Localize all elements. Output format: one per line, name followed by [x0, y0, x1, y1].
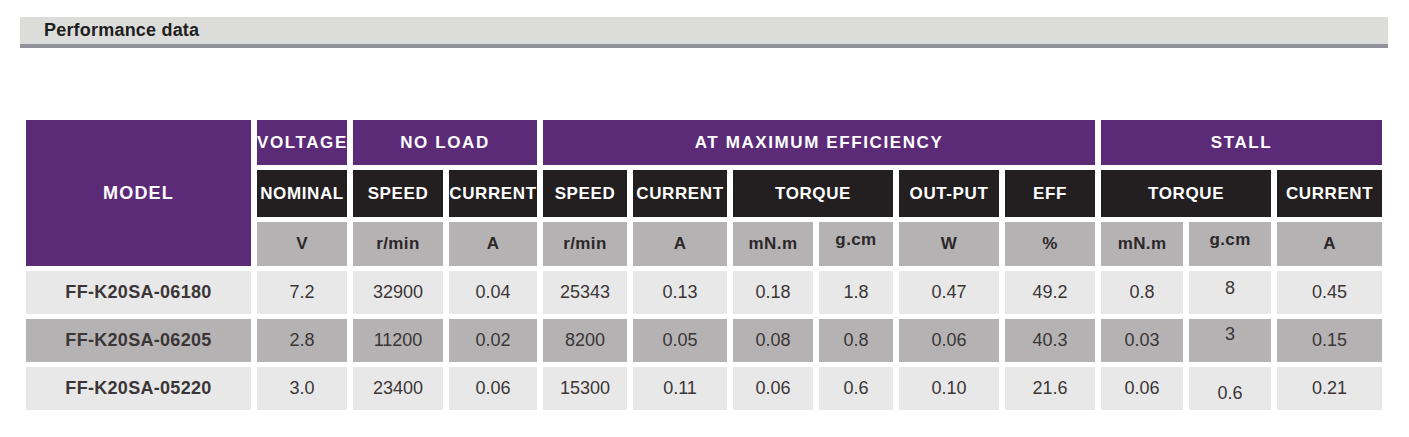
data-cell: 0.05 — [633, 319, 727, 362]
data-value: 3 — [1225, 324, 1235, 345]
data-cell: 0.15 — [1277, 319, 1382, 362]
data-cell: 15300 — [543, 367, 627, 410]
unit-cell: g.cm — [1189, 222, 1271, 266]
performance-table: MODEL VOLTAGE NO LOAD AT MAXIMUM EFFICIE… — [20, 115, 1388, 415]
data-cell: 32900 — [353, 271, 443, 314]
data-cell: 0.6 — [819, 367, 893, 410]
data-cell: 25343 — [543, 271, 627, 314]
unit-cell: mN.m — [1101, 222, 1183, 266]
data-cell: 40.3 — [1005, 319, 1095, 362]
unit-cell: r/min — [543, 222, 627, 266]
data-cell: 0.02 — [449, 319, 537, 362]
data-cell: 0.03 — [1101, 319, 1183, 362]
data-cell: 0.18 — [733, 271, 813, 314]
data-cell: 2.8 — [257, 319, 347, 362]
unit-cell: A — [449, 222, 537, 266]
unit-label: g.cm — [1209, 230, 1250, 250]
data-cell: 23400 — [353, 367, 443, 410]
data-cell: 0.11 — [633, 367, 727, 410]
subheader-current-no-load: CURRENT — [449, 170, 537, 217]
section-header-band: Performance data — [20, 17, 1388, 48]
data-cell: 0.13 — [633, 271, 727, 314]
data-cell: 11200 — [353, 319, 443, 362]
subheader-current-stall: CURRENT — [1277, 170, 1382, 217]
unit-cell: mN.m — [733, 222, 813, 266]
data-cell: 0.47 — [899, 271, 999, 314]
data-cell: 0.06 — [733, 367, 813, 410]
subheader-torque-max-eff: TORQUE — [733, 170, 893, 217]
subheader-nominal: NOMINAL — [257, 170, 347, 217]
unit-cell: % — [1005, 222, 1095, 266]
data-cell: 8 — [1189, 271, 1271, 314]
data-cell: 0.45 — [1277, 271, 1382, 314]
subheader-output: OUT-PUT — [899, 170, 999, 217]
data-cell: 1.8 — [819, 271, 893, 314]
table-row: FF-K20SA-06205 2.8 11200 0.02 8200 0.05 … — [26, 319, 1382, 362]
data-cell: 0.06 — [449, 367, 537, 410]
subheader-speed-max-eff: SPEED — [543, 170, 627, 217]
data-cell: 0.21 — [1277, 367, 1382, 410]
col-group-at-maximum-efficiency: AT MAXIMUM EFFICIENCY — [543, 120, 1095, 165]
model-cell: FF-K20SA-05220 — [26, 367, 251, 410]
subheader-current-max-eff: CURRENT — [633, 170, 727, 217]
data-cell: 0.04 — [449, 271, 537, 314]
unit-cell: g.cm — [819, 222, 893, 266]
unit-cell: V — [257, 222, 347, 266]
unit-cell: A — [1277, 222, 1382, 266]
data-cell: 0.10 — [899, 367, 999, 410]
subheader-torque-stall: TORQUE — [1101, 170, 1271, 217]
model-cell: FF-K20SA-06205 — [26, 319, 251, 362]
data-cell: 0.8 — [819, 319, 893, 362]
unit-label: g.cm — [835, 230, 876, 250]
data-cell: 7.2 — [257, 271, 347, 314]
data-cell: 3.0 — [257, 367, 347, 410]
model-cell: FF-K20SA-06180 — [26, 271, 251, 314]
col-group-stall: STALL — [1101, 120, 1382, 165]
header-group-row: MODEL VOLTAGE NO LOAD AT MAXIMUM EFFICIE… — [26, 120, 1382, 165]
model-header-cell: MODEL — [26, 120, 251, 266]
table-row: FF-K20SA-06180 7.2 32900 0.04 25343 0.13… — [26, 271, 1382, 314]
col-group-voltage: VOLTAGE — [257, 120, 347, 165]
data-cell: 8200 — [543, 319, 627, 362]
section-title: Performance data — [44, 20, 199, 41]
col-group-no-load: NO LOAD — [353, 120, 537, 165]
unit-cell: A — [633, 222, 727, 266]
data-cell: 0.06 — [1101, 367, 1183, 410]
data-cell: 21.6 — [1005, 367, 1095, 410]
unit-cell: W — [899, 222, 999, 266]
data-cell: 0.8 — [1101, 271, 1183, 314]
data-cell: 0.6 — [1189, 367, 1271, 410]
data-cell: 0.08 — [733, 319, 813, 362]
data-cell: 49.2 — [1005, 271, 1095, 314]
data-cell: 3 — [1189, 319, 1271, 362]
data-value: 0.6 — [1218, 383, 1243, 404]
data-value: 8 — [1225, 278, 1235, 299]
subheader-eff: EFF — [1005, 170, 1095, 217]
table-row: FF-K20SA-05220 3.0 23400 0.06 15300 0.11… — [26, 367, 1382, 410]
unit-cell: r/min — [353, 222, 443, 266]
subheader-speed-no-load: SPEED — [353, 170, 443, 217]
data-cell: 0.06 — [899, 319, 999, 362]
